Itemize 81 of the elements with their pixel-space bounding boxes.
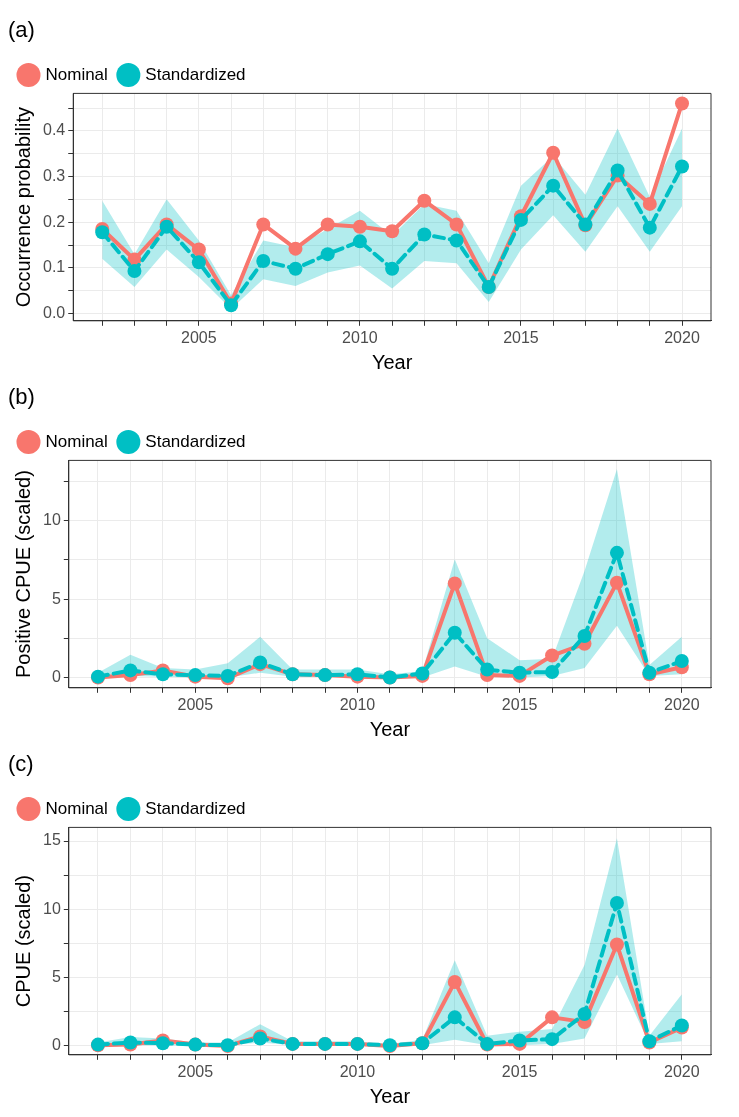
legend-label: Nominal: [45, 431, 108, 451]
x-tick-label: 2005: [181, 328, 217, 346]
point: [609, 575, 624, 590]
y-tick-label: 0.1: [42, 258, 66, 276]
point: [191, 242, 206, 257]
y-axis-title: Occurrence probability: [11, 107, 34, 308]
point: [288, 241, 303, 256]
x-tick-label: 2020: [664, 695, 700, 713]
x-axis-title: Year: [369, 1084, 411, 1107]
x-tick-label: 2005: [177, 695, 214, 713]
point: [256, 217, 271, 232]
point: [546, 178, 561, 193]
legend-label: Nominal: [45, 798, 108, 818]
x-tick-label: 2015: [501, 695, 538, 713]
y-tick-label: 10: [43, 511, 61, 529]
point: [123, 663, 138, 678]
point: [642, 220, 657, 235]
point: [480, 662, 495, 677]
point: [320, 217, 335, 232]
point: [352, 219, 367, 234]
point: [675, 96, 690, 111]
chart-title: (b): [8, 384, 35, 410]
point: [675, 159, 690, 174]
point: [256, 253, 271, 268]
legend-label: Standardized: [145, 64, 246, 84]
point: [417, 227, 432, 242]
point: [609, 545, 624, 560]
point: [127, 264, 142, 279]
point: [447, 625, 462, 640]
x-tick-label: 2020: [664, 328, 700, 346]
point: [447, 974, 462, 989]
x-tick-label: 2020: [664, 1062, 700, 1080]
chart-title: (c): [8, 751, 34, 777]
y-tick-label: 5: [51, 967, 61, 985]
point: [610, 163, 625, 178]
y-tick-label: 0.4: [42, 121, 66, 139]
point: [545, 1010, 560, 1025]
x-axis-title: Year: [371, 350, 413, 373]
point: [642, 196, 657, 211]
x-tick-label: 2015: [501, 1062, 538, 1080]
point: [385, 261, 400, 276]
legend-label: Standardized: [145, 798, 246, 818]
point: [577, 1006, 592, 1021]
point: [155, 667, 170, 682]
point: [449, 217, 464, 232]
y-tick-label: 10: [43, 899, 61, 917]
y-tick-label: 0.0: [42, 303, 66, 321]
x-tick-label: 2010: [339, 695, 376, 713]
point: [545, 1032, 560, 1047]
y-tick-label: 0.2: [42, 212, 66, 230]
y-tick-label: 15: [43, 831, 61, 849]
x-tick-label: 2015: [503, 328, 539, 346]
legend-label: Nominal: [45, 64, 108, 84]
x-tick-label: 2005: [177, 1062, 214, 1080]
y-axis-title: CPUE (scaled): [11, 874, 34, 1008]
y-tick-label: 0.3: [42, 166, 66, 184]
point: [320, 247, 335, 262]
chart-title: (a): [8, 17, 35, 43]
point: [288, 261, 303, 276]
point: [545, 664, 560, 679]
y-axis-title: Positive CPUE (scaled): [11, 470, 34, 679]
point: [352, 234, 367, 249]
point: [674, 654, 689, 668]
y-tick-label: 0: [51, 667, 61, 685]
point: [385, 224, 400, 239]
point: [545, 648, 560, 663]
x-axis-title: Year: [369, 717, 411, 740]
legend-label: Standardized: [145, 431, 246, 451]
point: [191, 255, 206, 270]
point: [577, 628, 592, 643]
point: [447, 576, 462, 591]
y-tick-label: 5: [51, 589, 61, 607]
point: [447, 1010, 462, 1025]
y-tick-label: 0: [51, 1035, 61, 1053]
point: [609, 937, 624, 952]
point: [609, 895, 624, 910]
x-tick-label: 2010: [342, 328, 378, 346]
x-tick-label: 2010: [339, 1062, 376, 1080]
point: [546, 145, 561, 160]
point: [449, 233, 464, 248]
point: [417, 193, 432, 208]
